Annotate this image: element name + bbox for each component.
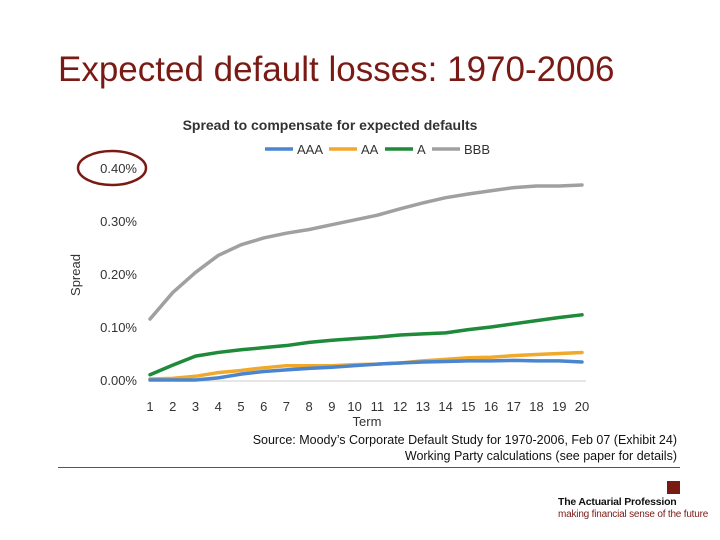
x-tick-label: 14 [438,399,452,414]
x-tick-label: 2 [169,399,176,414]
logo-name: The Actuarial Profession [558,496,677,508]
series-lines [148,183,584,382]
chart-legend: AAA AA A BBB [265,142,490,157]
legend-label-aaa: AAA [297,142,323,157]
y-tick-label: 0.20% [100,267,137,282]
y-tick-label: 0.30% [100,214,137,229]
x-tick-label: 10 [347,399,361,414]
x-tick-label: 13 [416,399,430,414]
highlight-circle [76,149,148,187]
y-axis-label: Spread [68,254,83,296]
chart-title: Spread to compensate for expected defaul… [183,117,478,133]
x-tick-label: 8 [306,399,313,414]
y-axis: 0.00% 0.10% 0.20% 0.30% 0.40% [100,161,137,388]
x-tick-label: 5 [237,399,244,414]
x-axis: 1 2 3 4 5 6 7 8 9 10 11 12 13 14 15 16 17 18 19 20 [146,399,589,414]
legend-label-a: A [417,142,426,157]
x-tick-label: 15 [461,399,475,414]
legend-label-aa: AA [361,142,379,157]
legend-label-bbb: BBB [464,142,490,157]
y-tick-label: 0.10% [100,320,137,335]
x-tick-label: 19 [552,399,566,414]
x-tick-label: 1 [146,399,153,414]
slide-title: Expected default losses: 1970-2006 [58,50,615,89]
series-line-bbb [148,183,584,321]
x-tick-label: 16 [484,399,498,414]
x-tick-label: 18 [529,399,543,414]
x-tick-label: 6 [260,399,267,414]
x-tick-label: 11 [371,399,385,414]
x-axis-label: Term [353,414,382,429]
logo-tagline: making financial sense of the future [558,509,709,520]
x-tick-label: 7 [283,399,290,414]
x-tick-label: 3 [192,399,199,414]
y-tick-label: 0.40% [100,161,137,176]
x-tick-label: 17 [507,399,521,414]
x-tick-label: 20 [575,399,589,414]
footer-divider [58,467,680,468]
x-tick-label: 9 [328,399,335,414]
source-note: Source: Moody’s Corporate Default Study … [253,432,677,464]
logo-mark [667,481,680,494]
x-tick-label: 12 [393,399,407,414]
y-tick-label: 0.00% [100,373,137,388]
source-line-1: Source: Moody’s Corporate Default Study … [252,433,677,447]
source-line-2: Working Party calculations (see paper fo… [404,449,677,463]
x-tick-label: 4 [215,399,222,414]
series-line-aaa [148,358,584,382]
series-line-a [148,313,584,377]
